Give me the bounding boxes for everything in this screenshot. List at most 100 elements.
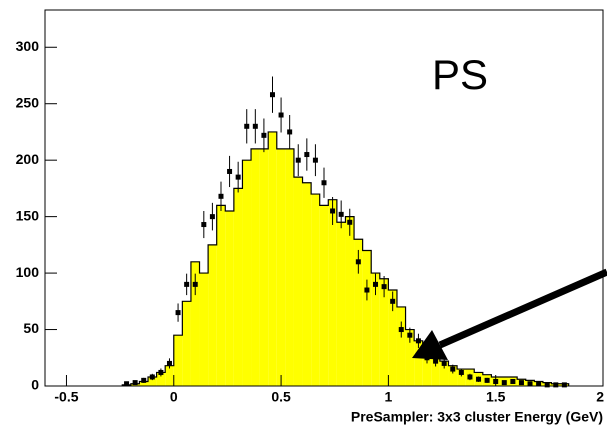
arrow	[412, 268, 607, 360]
histogram-bar	[431, 357, 440, 386]
data-point	[312, 157, 318, 163]
data-point	[493, 378, 499, 384]
histogram-bar	[302, 182, 312, 386]
data-point	[330, 208, 336, 214]
data-point	[433, 358, 439, 364]
data-point	[321, 180, 327, 186]
data-point	[347, 219, 353, 225]
data-point	[295, 157, 301, 163]
histogram-bar	[345, 216, 355, 386]
arrow-shaft	[438, 268, 607, 349]
data-point	[209, 214, 215, 220]
data-point	[124, 381, 130, 387]
annotation: PS	[432, 51, 488, 98]
y-tick-label: 0	[31, 377, 39, 393]
y-tick-label: 250	[16, 94, 40, 110]
data-point	[544, 382, 550, 388]
histogram-bar	[182, 301, 191, 386]
histogram-bar	[225, 210, 234, 386]
data-point	[553, 382, 559, 388]
histogram-bar	[139, 381, 149, 386]
histogram-bar	[285, 148, 294, 386]
histogram-bar	[293, 177, 303, 386]
x-tick-label: 2	[596, 389, 604, 405]
data-point	[355, 259, 361, 265]
data-point	[390, 298, 396, 304]
data-point	[192, 281, 198, 287]
histogram-bar	[148, 376, 157, 386]
histogram-bar	[319, 205, 329, 386]
arrow-head	[412, 330, 448, 360]
data-point	[166, 360, 172, 366]
histogram-bar	[362, 250, 372, 386]
data-point	[381, 284, 387, 290]
data-point	[269, 92, 275, 98]
histogram-bar	[268, 131, 277, 386]
data-point	[527, 381, 533, 387]
data-point	[261, 132, 267, 138]
histogram-bar	[439, 361, 449, 386]
data-point	[561, 382, 567, 388]
data-point	[407, 332, 413, 338]
histogram-bar	[414, 340, 423, 386]
x-tick-label: 1.5	[486, 389, 506, 405]
x-tick-label: -0.5	[54, 389, 78, 405]
data-point	[252, 123, 258, 129]
data-point	[476, 376, 482, 382]
data-point	[278, 112, 284, 118]
histogram-bar	[276, 148, 286, 386]
histogram-bar	[173, 335, 183, 386]
histogram-bar	[396, 306, 406, 386]
data-point	[510, 378, 516, 384]
data-point	[458, 369, 464, 375]
histogram-bar	[165, 365, 174, 386]
data-point	[398, 327, 404, 333]
histogram-bar	[405, 329, 415, 386]
histogram-bar	[311, 194, 320, 386]
data-point	[218, 193, 224, 199]
histogram-bar	[379, 278, 389, 386]
histogram-bar	[354, 239, 363, 386]
data-point	[141, 377, 147, 383]
x-axis-label: PreSampler: 3x3 cluster Energy (GeV)	[351, 409, 603, 425]
data-point	[338, 211, 344, 217]
data-point	[304, 152, 310, 158]
frame	[44, 9, 604, 387]
data-point	[132, 380, 138, 386]
data-point	[149, 374, 155, 380]
x-tick-label: 1	[384, 389, 392, 405]
y-tick-label: 50	[23, 320, 39, 336]
y-tick-label: 100	[16, 264, 40, 280]
histogram-bar	[251, 148, 260, 386]
y-tick-label: 300	[16, 38, 40, 54]
data-point	[201, 222, 207, 228]
histogram-bar	[448, 365, 458, 386]
histogram-bar	[233, 188, 243, 386]
data-point	[415, 338, 421, 344]
data-point	[175, 310, 181, 316]
data-point	[244, 123, 250, 129]
data-point	[235, 174, 241, 180]
data-point	[450, 366, 456, 372]
data-point	[364, 287, 370, 293]
histogram-bar	[336, 222, 346, 386]
histogram-bar	[457, 369, 466, 386]
data-point	[536, 381, 542, 387]
histogram-bar	[216, 205, 226, 386]
histogram-bar	[328, 199, 337, 386]
data-point	[467, 374, 473, 380]
y-tick-label: 200	[16, 151, 40, 167]
data-point	[501, 380, 507, 386]
histogram-bar	[199, 273, 209, 386]
data-point	[518, 380, 524, 386]
histogram-bar	[156, 372, 166, 386]
histogram-bar	[190, 261, 200, 386]
histogram-bar	[388, 290, 397, 386]
data-point	[184, 281, 190, 287]
histogram-bar	[422, 349, 432, 386]
data-point	[373, 281, 379, 287]
y-tick-label: 150	[16, 207, 40, 223]
data-point	[287, 129, 293, 135]
data-point	[484, 377, 490, 383]
